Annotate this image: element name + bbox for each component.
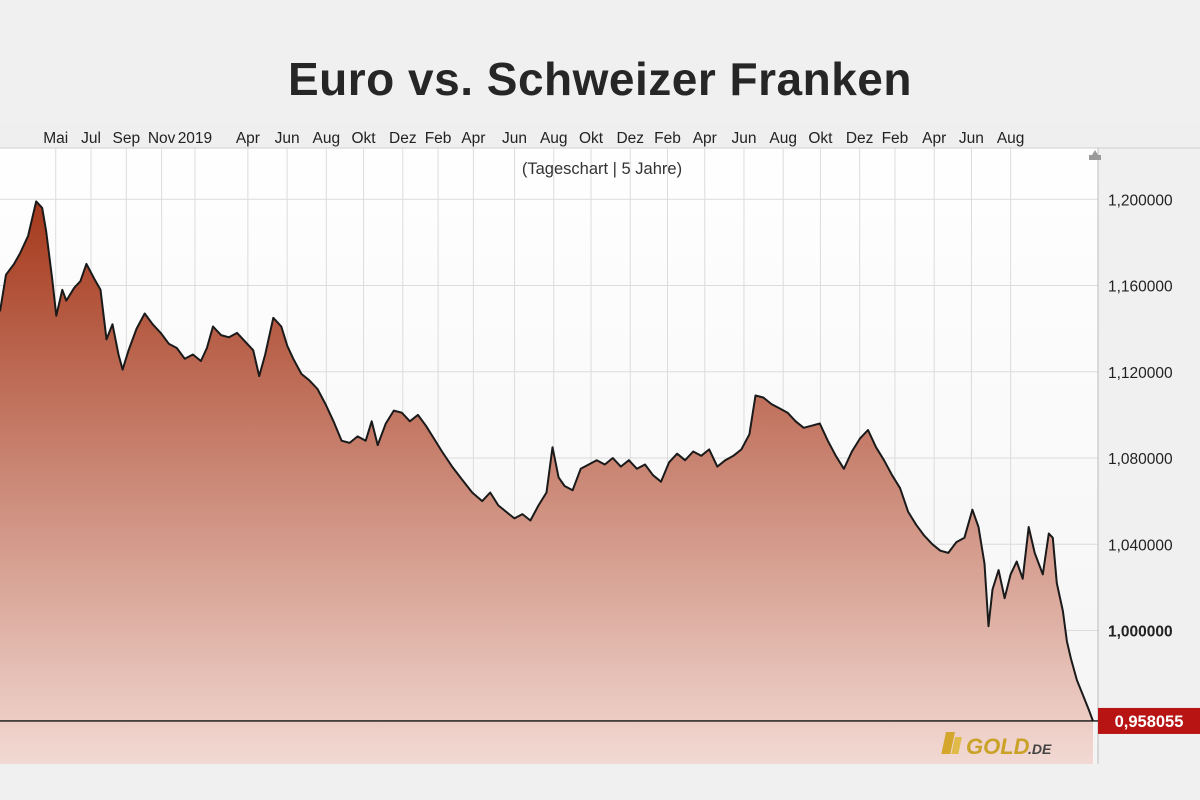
logo-suffix: .DE [1028, 741, 1052, 757]
x-tick-label-11: Apr [461, 130, 485, 147]
x-tick-label-13: Aug [540, 130, 568, 147]
x-tick-label-19: Aug [769, 130, 797, 147]
x-tick-label-2: Sep [113, 130, 141, 147]
y-tick-labels: 1,200000 1,160000 1,120000 1,080000 1,040000… [1108, 192, 1173, 640]
area-group [0, 200, 1094, 764]
x-tick-label-7: Aug [313, 130, 341, 147]
x-tick-label-3: Nov [148, 130, 176, 147]
top-axis-band [0, 122, 1200, 148]
x-tick-label-22: Feb [882, 130, 909, 147]
x-tick-label-21: Dez [846, 130, 874, 147]
x-tick-label-4: 2019 [178, 130, 212, 147]
month-labels: Mai Jul Sep Nov 2019 Apr Jun Aug Okt Dez Feb Apr Jun… [43, 130, 1024, 147]
chart-title: Euro vs. Schweizer Franken [287, 53, 912, 105]
gold-bar-icon [941, 732, 955, 754]
x-tick-label-8: Okt [352, 130, 377, 147]
x-tick-label-25: Aug [997, 130, 1025, 147]
x-tick-label-23: Apr [922, 130, 946, 147]
y-tick-label-2: 1,120000 [1108, 365, 1173, 382]
y-tick-label-1: 1,160000 [1108, 279, 1173, 296]
last-value-badge [1098, 707, 1200, 734]
scroll-up-icon-base [1089, 155, 1101, 160]
x-tick-label-18: Jun [731, 130, 756, 147]
area-fill [0, 201, 1093, 764]
x-tick-label-9: Dez [389, 130, 417, 147]
x-tick-label-24: Jun [959, 130, 984, 147]
x-tick-label-12: Jun [502, 130, 527, 147]
last-value-label: 0,958055 [1115, 713, 1184, 731]
x-tick-label-16: Feb [654, 130, 681, 147]
y-tick-label-5: 1,000000 [1108, 624, 1173, 641]
y-tick-label-4: 1,040000 [1108, 537, 1173, 554]
y-tick-label-3: 1,080000 [1108, 451, 1173, 468]
series-line [0, 200, 1094, 722]
gold-bar-icon-2 [951, 737, 962, 754]
x-tick-label-20: Okt [808, 130, 833, 147]
x-tick-label-5: Apr [236, 130, 260, 147]
x-tick-label-17: Apr [693, 130, 717, 147]
y-tick-label-0: 1,200000 [1108, 192, 1173, 209]
x-tick-label-6: Jun [275, 130, 300, 147]
x-tick-label-0: Mai [43, 130, 68, 147]
chart-subtitle: (Tageschart | 5 Jahre) [522, 160, 682, 178]
x-tick-label-14: Okt [579, 130, 604, 147]
logo-text: GOLD [966, 734, 1030, 759]
gold-de-logo: GOLD .DE [941, 732, 1052, 759]
x-tick-label-10: Feb [425, 130, 452, 147]
x-tick-label-1: Jul [81, 130, 101, 147]
last-value-marker: 0,958055 [0, 707, 1200, 734]
x-tick-label-15: Dez [616, 130, 644, 147]
